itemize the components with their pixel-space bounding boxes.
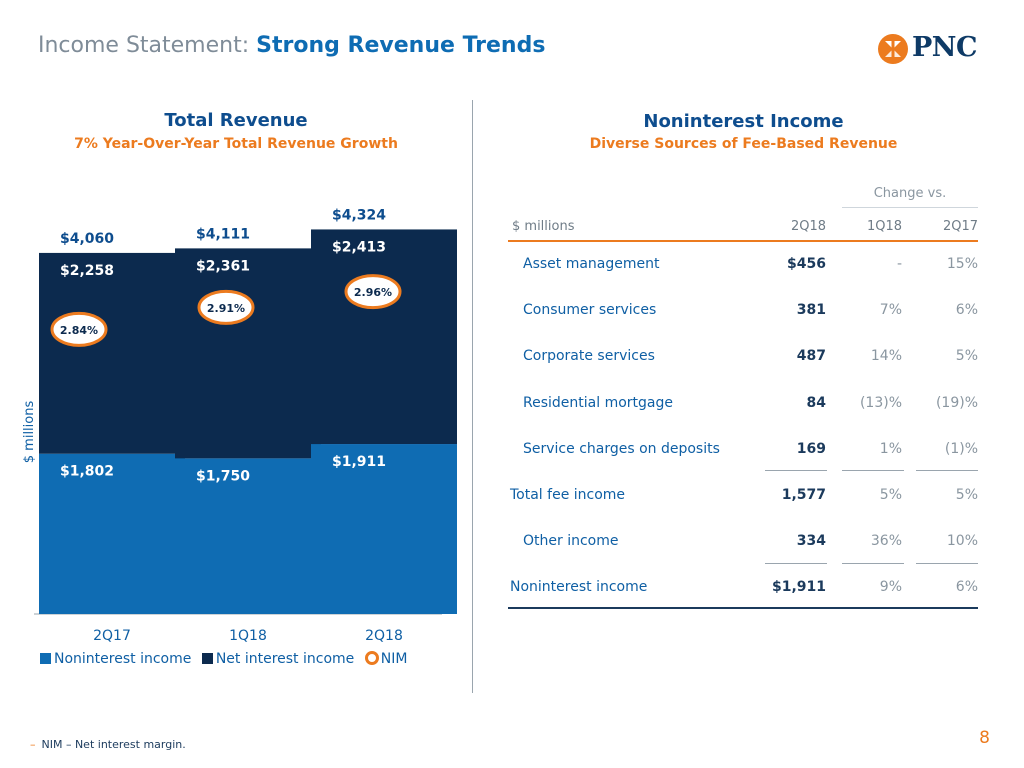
legend-item-noninterest: Noninterest income xyxy=(40,651,196,667)
subtotal-rule-0 xyxy=(765,470,827,471)
x-tick-2Q17: 2Q17 xyxy=(93,628,131,644)
table-row-value: 84 xyxy=(806,394,826,411)
legend-swatch-net-interest xyxy=(201,653,213,664)
label-total-2Q17: $4,060 xyxy=(60,231,114,247)
chart-legend: Noninterest income Net interest income N… xyxy=(40,651,413,667)
legend-item-net-interest: Net interest income xyxy=(201,651,359,667)
label-net-interest-1Q18: $2,361 xyxy=(196,258,250,274)
label-noninterest-2Q17: $1,802 xyxy=(60,464,114,480)
bar-net-interest-1Q18 xyxy=(175,248,321,459)
nim-marker-2Q18 xyxy=(344,274,402,310)
bar-noninterest-2Q17 xyxy=(39,453,185,614)
table-row-value: 487 xyxy=(796,348,826,365)
pnc-logo: PNC xyxy=(876,32,994,66)
table-units-label: $ millions xyxy=(512,219,575,234)
subtotal-rule-1 xyxy=(842,470,904,471)
table-row-value: $1,911 xyxy=(771,579,826,596)
table-change-header: Change vs. xyxy=(873,186,947,201)
footnote: – NIM – Net interest margin. xyxy=(30,738,186,751)
left-panel-title: Total Revenue xyxy=(164,110,308,131)
legend-item-nim: NIM xyxy=(364,651,408,667)
table-row-change-2q17: (19)% xyxy=(935,394,978,411)
table-row-change-2q17: 10% xyxy=(946,533,978,550)
table-row-change-2q17: 15% xyxy=(946,256,978,272)
table-change-rule xyxy=(842,207,978,208)
table-row-change-2q17: 6% xyxy=(955,579,978,596)
page-title-prefix: Income Statement: xyxy=(38,33,250,58)
legend-ring-nim xyxy=(364,651,379,665)
total-rule-2 xyxy=(916,563,978,564)
bar-noninterest-1Q18 xyxy=(175,458,321,614)
x-tick-1Q18: 1Q18 xyxy=(229,628,267,644)
table-row-value: $456 xyxy=(787,256,826,272)
footnote-text: NIM – Net interest margin. xyxy=(41,738,186,751)
nim-marker-2Q17 xyxy=(50,311,108,347)
left-panel-subtitle: 7% Year-Over-Year Total Revenue Growth xyxy=(74,136,398,152)
page-number: 8 xyxy=(979,728,990,748)
pnc-logo-icon xyxy=(878,34,908,64)
legend-label-net-interest: Net interest income xyxy=(215,651,355,667)
table-row-change-1q18: 5% xyxy=(879,487,902,503)
table-row-change-2q17: 5% xyxy=(955,348,978,365)
right-panel-subtitle: Diverse Sources of Fee-Based Revenue xyxy=(589,136,898,152)
table-row-label: Total fee income xyxy=(510,487,626,503)
panel-divider xyxy=(472,100,473,693)
bar-noninterest-2Q18 xyxy=(311,444,457,614)
table-row-value: 381 xyxy=(796,302,826,319)
label-total-2Q18: $4,324 xyxy=(332,207,386,223)
page-title: Income Statement: Strong Revenue Trends xyxy=(38,33,545,58)
right-panel-title: Noninterest Income xyxy=(643,111,844,132)
table-col-2q17: 2Q17 xyxy=(942,219,978,234)
label-noninterest-2Q18: $1,911 xyxy=(332,454,386,470)
table-row-value: 1,577 xyxy=(781,487,826,503)
label-net-interest-2Q17: $2,258 xyxy=(60,263,114,279)
table-row-label: Noninterest income xyxy=(510,579,648,596)
bar-net-interest-2Q18 xyxy=(311,229,457,445)
table-row-label: Asset management xyxy=(523,256,660,272)
table-row-value: 334 xyxy=(796,533,826,550)
table-row-change-1q18: (13)% xyxy=(859,394,902,411)
table-row-label: Consumer services xyxy=(523,302,657,319)
nim-marker-1Q18 xyxy=(197,289,255,325)
table-row-change-1q18: 7% xyxy=(879,302,902,319)
nim-label-1Q18: 2.91% xyxy=(207,302,245,315)
table-row-label: Residential mortgage xyxy=(523,394,673,411)
table-header-rule xyxy=(508,240,978,242)
nim-label-2Q17: 2.84% xyxy=(60,324,98,337)
label-noninterest-1Q18: $1,750 xyxy=(196,468,250,484)
legend-swatch-noninterest xyxy=(40,653,51,664)
y-axis-label: $ millions xyxy=(22,401,37,464)
table-row-change-2q17: (1)% xyxy=(944,440,978,457)
table-col-1q18: 1Q18 xyxy=(866,219,902,234)
total-rule-0 xyxy=(765,563,827,564)
label-total-1Q18: $4,111 xyxy=(196,226,250,242)
table-col-2q18: 2Q18 xyxy=(790,219,826,234)
table-bottom-rule xyxy=(508,607,978,609)
table-row-value: 169 xyxy=(796,440,826,457)
legend-label-noninterest: Noninterest income xyxy=(54,651,192,667)
x-tick-2Q18: 2Q18 xyxy=(365,628,403,644)
nim-label-2Q18: 2.96% xyxy=(354,286,392,299)
pnc-logo-text: PNC xyxy=(912,32,977,63)
bar-net-interest-2Q17 xyxy=(39,252,185,454)
table-row-change-1q18: 9% xyxy=(879,579,902,596)
label-net-interest-2Q18: $2,413 xyxy=(332,239,386,255)
table-row-change-2q17: 5% xyxy=(955,487,978,503)
subtotal-rule-2 xyxy=(916,470,978,471)
total-rule-1 xyxy=(842,563,904,564)
table-row-change-1q18: 1% xyxy=(879,440,902,457)
table-row-change-2q17: 6% xyxy=(955,302,978,319)
table-row-change-1q18: 36% xyxy=(870,533,902,550)
legend-label-nim: NIM xyxy=(380,651,408,667)
revenue-chart: $ millions $1,802 $2,258 $4,060 2.84% 2Q17 $1,… xyxy=(22,207,457,644)
table-row-label: Corporate services xyxy=(523,348,655,365)
table-row-change-1q18: - xyxy=(896,256,902,272)
table-row-change-1q18: 14% xyxy=(870,348,902,365)
footnote-marker: – xyxy=(30,738,36,751)
table-row-label: Service charges on deposits xyxy=(523,440,720,457)
page-title-highlight: Strong Revenue Trends xyxy=(256,33,546,58)
table-row-label: Other income xyxy=(523,533,619,550)
